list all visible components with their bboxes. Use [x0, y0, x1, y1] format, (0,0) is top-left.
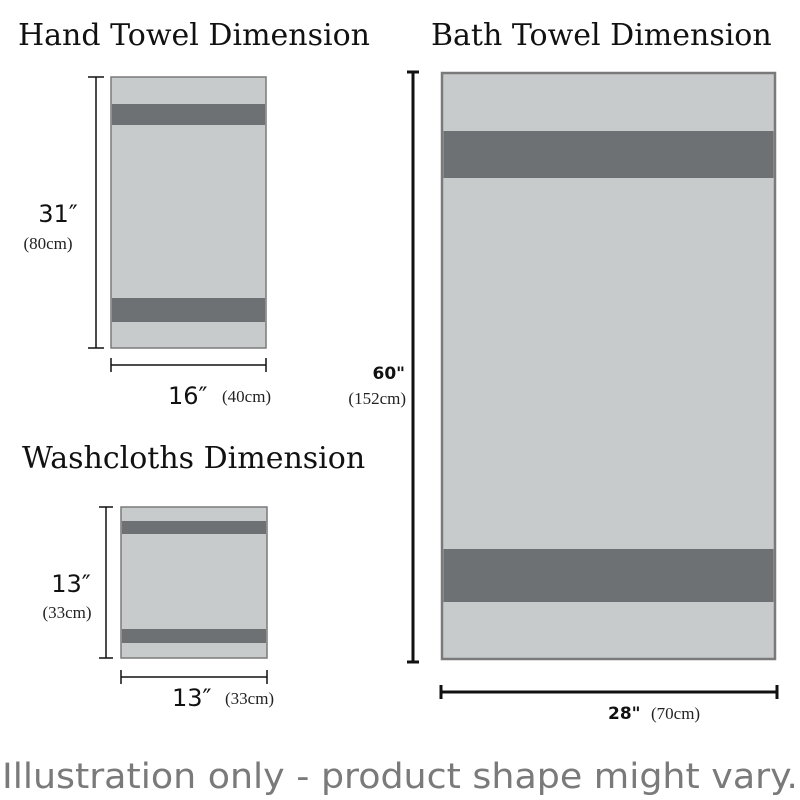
bath-towel-stripe-top: [443, 131, 774, 178]
washcloth-illustration: [120, 506, 268, 659]
bath-towel-height-inches: 60": [372, 364, 405, 384]
washcloth-stripe-bottom: [122, 629, 266, 643]
hand-towel-height-cm: (80cm): [23, 234, 72, 253]
hand-towel-stripe-top: [112, 104, 265, 125]
bath-towel-width-inches: 28": [608, 704, 641, 724]
hand-towel-width-cm: (40cm): [222, 387, 271, 406]
bath-towel-illustration: [440, 71, 777, 661]
hand-towel-width-inches: 16″: [168, 382, 208, 410]
hand-towel-height-line: [88, 76, 104, 349]
hand-towel-title: Hand Towel Dimension: [18, 18, 370, 53]
washcloth-height-inches: 13″: [51, 570, 91, 598]
washcloth-width-cm: (33cm): [225, 689, 274, 708]
bath-towel-width-line: [439, 685, 779, 699]
washcloth-width-inches: 13″: [172, 684, 212, 712]
hand-towel-stripe-bottom: [112, 298, 265, 322]
hand-towel-width-line: [110, 358, 267, 372]
washcloth-height-line: [99, 506, 113, 659]
bath-towel-stripe-bottom: [443, 549, 774, 602]
washcloth-title: Washcloths Dimension: [22, 441, 365, 476]
bath-towel-height-cm: (152cm): [348, 389, 406, 408]
disclaimer-footer: Illustration only - product shape might …: [2, 757, 798, 797]
bath-towel-width-cm: (70cm): [651, 704, 700, 723]
washcloth-width-line: [120, 670, 268, 684]
washcloth-height-cm: (33cm): [42, 603, 91, 622]
hand-towel-height-inches: 31″: [38, 200, 78, 228]
hand-towel-illustration: [110, 76, 267, 349]
bath-towel-height-line: [407, 70, 419, 664]
washcloth-stripe-top: [122, 521, 266, 534]
bath-towel-title: Bath Towel Dimension: [431, 18, 772, 53]
